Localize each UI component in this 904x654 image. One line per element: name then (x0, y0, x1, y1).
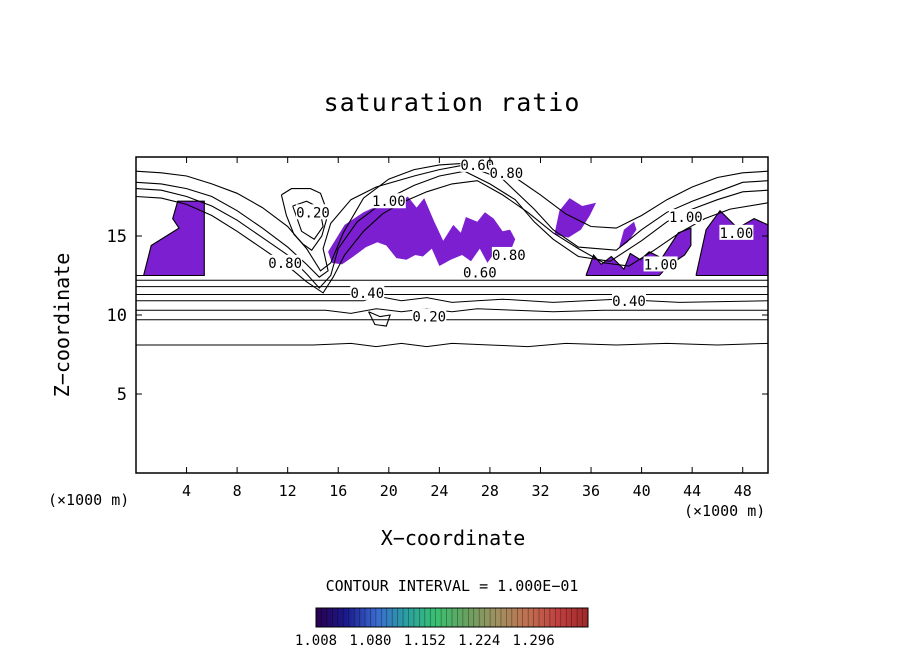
contour-label-background (462, 264, 497, 280)
x-tick-label: 40 (633, 482, 651, 500)
contour-label-background (371, 193, 406, 209)
x-tick-label: 16 (329, 482, 347, 500)
contour-label: 0.20 (412, 310, 446, 326)
contour-label: 1.00 (720, 226, 754, 242)
x-tick-label: 28 (481, 482, 499, 500)
y-axis-ticks: 5 10 15 (107, 227, 768, 405)
colorbar-labels: 1.008 1.080 1.152 1.224 1.296 (295, 633, 610, 651)
contour-line (136, 295, 768, 303)
x-tick-label: 8 (233, 482, 242, 500)
contour-label: 0.60 (460, 158, 494, 174)
contour-line (280, 188, 329, 251)
supersaturation-region (136, 201, 205, 276)
contour-label-background (668, 209, 703, 225)
contour-label: 1.00 (372, 194, 406, 210)
contour-line (136, 342, 768, 348)
contour-interval-text: CONTOUR INTERVAL = 1.000E−01 (325, 577, 579, 595)
contour-label: 0.80 (489, 166, 523, 182)
contour-line (136, 200, 205, 277)
contour-label-background (719, 224, 754, 240)
contour-line (136, 164, 768, 278)
contour-label: 0.80 (492, 248, 526, 264)
contour-line (292, 200, 324, 240)
x-tick-label: 4 (182, 482, 191, 500)
chart-title: saturation ratio (323, 88, 581, 117)
x-tick-label: 32 (531, 482, 549, 500)
x-unit-label-left: (×1000 m) (48, 491, 130, 509)
colorbar-tick-label: 1.152 (403, 633, 446, 649)
contour-label-background (643, 256, 678, 272)
contour-label-background (295, 204, 330, 220)
contour-label-background (611, 292, 646, 308)
x-axis-label: X−coordinate (380, 526, 526, 550)
x-axis-ticks: 4 8 12 16 20 24 28 32 36 40 44 48 (182, 157, 752, 500)
colorbar-tick-label: 1.296 (512, 633, 555, 649)
y-tick-label: 15 (107, 227, 127, 247)
x-tick-label: 44 (683, 482, 701, 500)
contour-line (136, 162, 768, 272)
supersaturation-region (618, 221, 637, 249)
contour-label: 0.40 (350, 286, 384, 302)
supersaturation-region (328, 194, 516, 266)
y-tick-label: 5 (117, 385, 127, 405)
x-tick-label: 48 (734, 482, 752, 500)
x-tick-label: 20 (380, 482, 398, 500)
contour-line (136, 308, 768, 314)
contour-label-background (460, 156, 495, 172)
contour-label-background (350, 284, 385, 300)
contour-label: 0.40 (612, 294, 646, 310)
contour-label-background (268, 254, 303, 270)
colorbar-tick-label: 1.008 (294, 633, 338, 649)
x-tick-label: 36 (582, 482, 600, 500)
contour-label: 0.60 (463, 265, 497, 281)
contour-label: 0.20 (296, 205, 330, 221)
supersaturation-region (554, 198, 597, 238)
colorbar-tick-label: 1.224 (458, 633, 501, 649)
y-tick-label: 10 (107, 306, 127, 326)
contour-label-background (491, 246, 526, 262)
colorbar-divisions (321, 608, 583, 627)
contour-label: 0.80 (268, 256, 302, 272)
contour-line (695, 209, 768, 277)
x-tick-label: 24 (430, 482, 448, 500)
contour-line (368, 311, 391, 327)
contour-labels: 0.600.800.201.001.001.001.000.80 0.800.60… (268, 156, 754, 326)
plot-frame (135, 156, 769, 474)
colorbar-tick-label: 1.080 (349, 633, 392, 649)
contour-line (136, 170, 768, 289)
x-unit-label-right: (×1000 m) (684, 502, 766, 520)
contour-label: 1.00 (644, 257, 678, 273)
y-axis-label: Z−coordinate (50, 252, 74, 398)
contour-label-background (412, 308, 447, 324)
contour-label: 1.00 (669, 210, 703, 226)
contour-label-background (489, 164, 524, 180)
x-tick-label: 12 (279, 482, 297, 500)
